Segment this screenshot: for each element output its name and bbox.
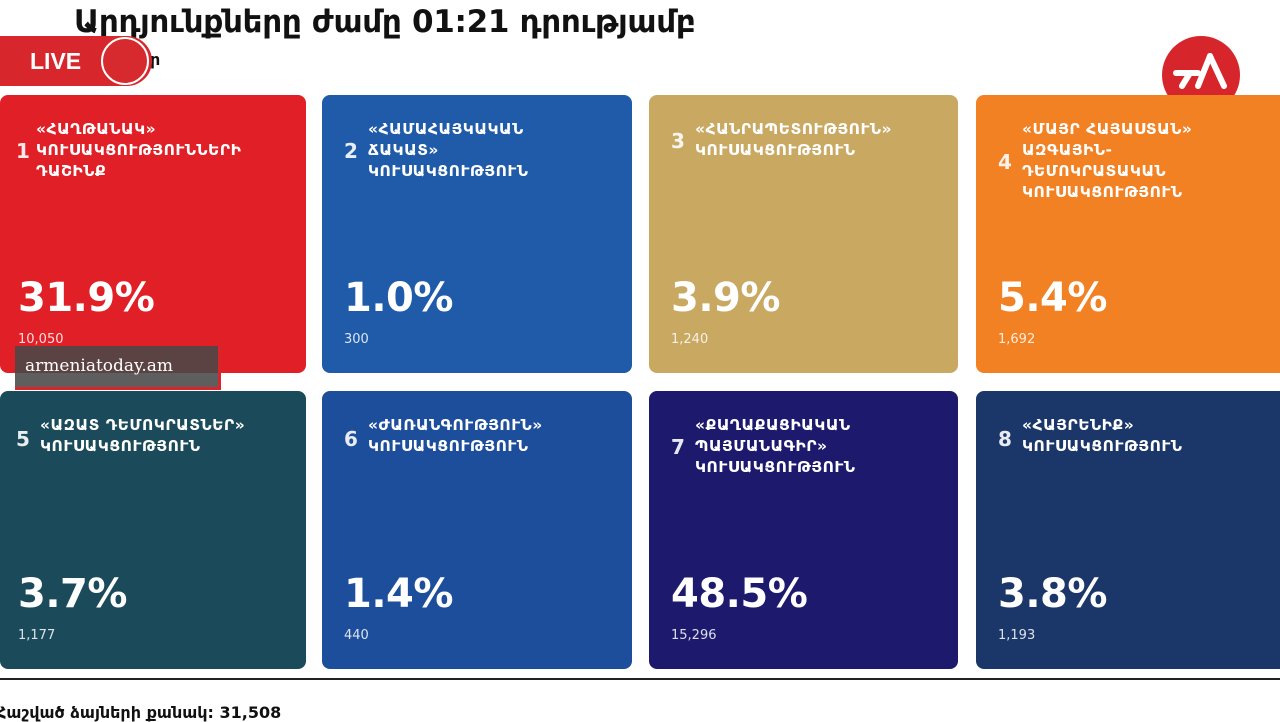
party-card-2: 2 «ՀԱՄԱՀԱՅԿԱԿԱՆ ՃԱԿԱՏ» ԿՈՒՍԱԿՑՈՒԹՅՈՒՆ 1.…	[322, 95, 632, 373]
watermark-text: armeniatoday.am	[25, 356, 174, 376]
party-number: 5	[16, 427, 30, 451]
party-name: «ՀԱՆՐԱՊԵՏՈՒԹՅՈՒՆ» ԿՈՒՍԱԿՑՈՒԹՅՈՒՆ	[695, 120, 892, 159]
live-badge: LIVE	[0, 36, 152, 86]
vote-percent: 5.4%	[998, 275, 1107, 321]
party-name: «ՀԱՂԹԱՆԱԿ» ԿՈՒՍԱԿՑՈՒԹՅՈՒՆՆԵՐԻ ԴԱՇԻՆՔ	[36, 120, 242, 180]
party-card-1: 1 «ՀԱՂԹԱՆԱԿ» ԿՈՒՍԱԿՑՈՒԹՅՈՒՆՆԵՐԻ ԴԱՇԻՆՔ 3…	[0, 95, 306, 373]
vote-percent: 48.5%	[671, 571, 808, 617]
party-card-6: 6 «ԺԱՌԱՆԳՈՒԹՅՈՒՆ» ԿՈՒՍԱԿՑՈՒԹՅՈՒՆ 1.4% 44…	[322, 391, 632, 669]
party-name: «ՔԱՂԱՔԱՑԻԱԿԱՆ ՊԱՅՄԱՆԱԳԻՐ» ԿՈՒՍԱԿՑՈՒԹՅՈՒՆ	[695, 416, 856, 476]
party-card-5: 5 «ԱԶԱՏ ԴԵՄՈԿՐԱՏՆԵՐ» ԿՈՒՍԱԿՑՈՒԹՅՈՒՆ 3.7%…	[0, 391, 306, 669]
vote-count: 1,177	[18, 628, 56, 643]
vote-percent: 3.8%	[998, 571, 1107, 617]
page-title: Արդյունքները ժամը 01:21 դրությամբ	[74, 4, 696, 40]
page-subtitle: ր	[150, 50, 161, 69]
vote-percent: 3.9%	[671, 275, 780, 321]
total-votes-counted: Հաշված ձայների քանակ: 31,508	[0, 703, 282, 722]
vote-count: 10,050	[18, 332, 64, 347]
party-card-7: 7 «ՔԱՂԱՔԱՑԻԱԿԱՆ ՊԱՅՄԱՆԱԳԻՐ» ԿՈՒՍԱԿՑՈՒԹՅՈ…	[649, 391, 958, 669]
party-name: «ՀԱՄԱՀԱՅԿԱԿԱՆ ՃԱԿԱՏ» ԿՈՒՍԱԿՑՈՒԹՅՈՒՆ	[368, 120, 529, 180]
party-card-4: 4 «ՄԱՅՐ ՀԱՅԱՍՏԱՆ» ԱԶԳԱՅԻՆ- ԴԵՄՈԿՐԱՏԱԿԱՆ …	[976, 95, 1280, 373]
vote-count: 1,193	[998, 628, 1036, 643]
party-number: 4	[998, 150, 1012, 174]
vote-count: 300	[344, 332, 369, 347]
vote-count: 15,296	[671, 628, 717, 643]
live-indicator-icon	[101, 37, 149, 85]
footer-divider	[0, 678, 1280, 680]
vote-count: 1,692	[998, 332, 1036, 347]
party-number: 8	[998, 427, 1012, 451]
party-card-8: 8 «ՀԱՅՐԵՆԻՔ» ԿՈՒՍԱԿՑՈՒԹՅՈՒՆ 3.8% 1,193	[976, 391, 1280, 669]
party-number: 1	[16, 139, 30, 163]
watermark-overlay: armeniatoday.am	[15, 346, 221, 390]
party-number: 6	[344, 427, 358, 451]
party-number: 3	[671, 129, 685, 153]
party-card-3: 3 «ՀԱՆՐԱՊԵՏՈՒԹՅՈՒՆ» ԿՈՒՍԱԿՑՈՒԹՅՈՒՆ 3.9% …	[649, 95, 958, 373]
vote-count: 440	[344, 628, 369, 643]
party-name: «ՀԱՅՐԵՆԻՔ» ԿՈՒՍԱԿՑՈՒԹՅՈՒՆ	[1022, 416, 1183, 455]
vote-count: 1,240	[671, 332, 709, 347]
vote-percent: 1.4%	[344, 571, 453, 617]
party-name: «ՄԱՅՐ ՀԱՅԱՍՏԱՆ» ԱԶԳԱՅԻՆ- ԴԵՄՈԿՐԱՏԱԿԱՆ ԿՈ…	[1022, 120, 1193, 201]
party-name: «ԱԶԱՏ ԴԵՄՈԿՐԱՏՆԵՐ» ԿՈՒՍԱԿՑՈՒԹՅՈՒՆ	[40, 416, 246, 455]
vote-percent: 31.9%	[18, 275, 155, 321]
vote-percent: 1.0%	[344, 275, 453, 321]
party-name: «ԺԱՌԱՆԳՈՒԹՅՈՒՆ» ԿՈՒՍԱԿՑՈՒԹՅՈՒՆ	[368, 416, 543, 455]
vote-percent: 3.7%	[18, 571, 127, 617]
party-number: 7	[671, 435, 685, 459]
party-number: 2	[344, 139, 358, 163]
live-label: LIVE	[30, 48, 82, 74]
